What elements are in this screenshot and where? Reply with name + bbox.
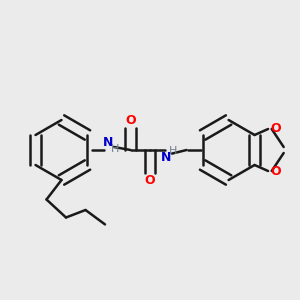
Text: O: O	[270, 165, 280, 178]
Text: H: H	[110, 143, 119, 154]
Text: N: N	[103, 136, 113, 149]
Text: N: N	[161, 151, 172, 164]
Text: O: O	[145, 173, 155, 187]
Text: H: H	[169, 146, 177, 157]
Text: O: O	[125, 113, 136, 127]
Text: O: O	[270, 122, 280, 135]
